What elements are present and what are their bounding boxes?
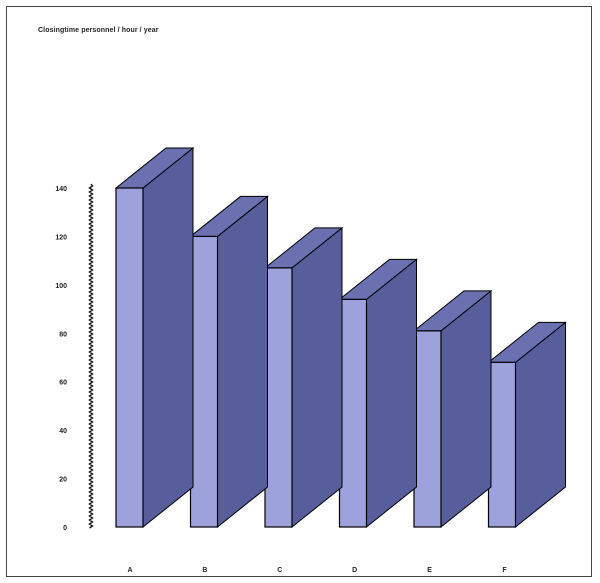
bar-A xyxy=(114,146,195,529)
bar-front-face xyxy=(189,235,219,528)
bar-B xyxy=(189,195,269,529)
bar-F xyxy=(487,321,567,529)
y-axis-line xyxy=(88,183,94,529)
y-axis xyxy=(88,183,94,529)
y-tick-label: 20 xyxy=(59,477,67,484)
y-tick-label: 140 xyxy=(55,186,67,193)
bar-side-face xyxy=(217,195,268,529)
y-tick-label: 40 xyxy=(59,428,67,435)
bar-side-face xyxy=(142,146,194,529)
x-category-label: D xyxy=(352,567,357,574)
x-category-label: A xyxy=(127,567,132,574)
y-tick-label: 80 xyxy=(59,331,67,338)
y-tick-label: 0 xyxy=(63,525,67,532)
x-category-label: F xyxy=(502,567,507,574)
bar-front-face xyxy=(115,187,144,528)
bars xyxy=(114,146,567,529)
bar-side-face xyxy=(291,226,343,529)
y-tick-label: 100 xyxy=(55,283,67,290)
labels: 0 20 40 60 80 100 120 140 A B C D E F xyxy=(55,186,507,574)
y-tick-label: 60 xyxy=(59,380,67,387)
x-category-label: E xyxy=(427,567,432,574)
bar-side-face xyxy=(440,289,492,529)
bar-front-face xyxy=(413,330,442,528)
x-category-label: B xyxy=(202,567,207,574)
chart-title: Closingtime personnel / hour / year xyxy=(38,27,159,34)
bar-side-face xyxy=(366,258,417,529)
bar-front-face xyxy=(338,298,368,528)
bar-D xyxy=(338,258,418,529)
bar-E xyxy=(412,289,493,529)
bar-C xyxy=(263,226,344,529)
bar-front-face xyxy=(264,267,293,528)
y-tick-label: 120 xyxy=(55,234,67,241)
bar-front-face xyxy=(487,361,517,528)
x-category-label: C xyxy=(277,567,282,574)
